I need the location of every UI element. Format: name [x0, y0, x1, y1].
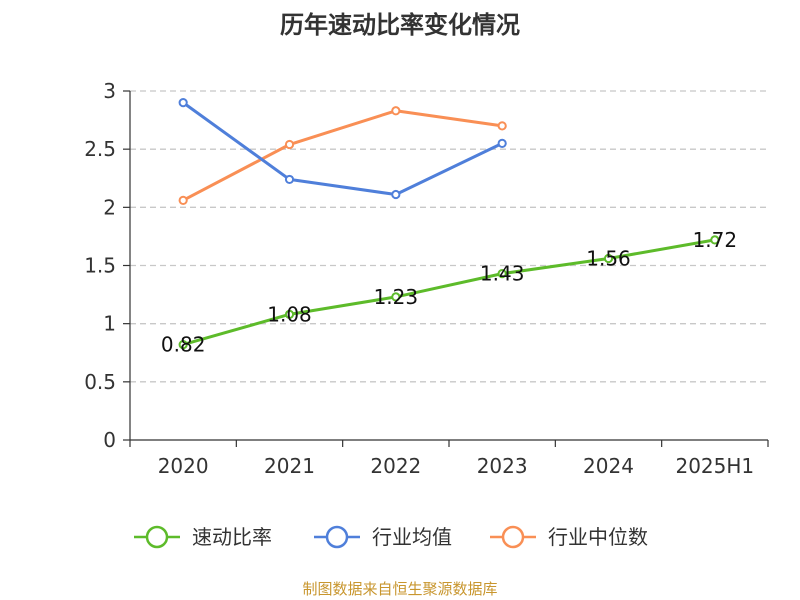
- y-tick-label: 2.5: [84, 137, 116, 161]
- data-label: 1.56: [586, 247, 631, 271]
- legend-item: 行业中位数: [490, 525, 648, 549]
- data-point: [284, 309, 295, 319]
- series-line: [182, 238, 716, 347]
- y-tick-label: 0.5: [84, 370, 116, 394]
- x-tick-label: 2025H1: [675, 454, 754, 478]
- series-line: [182, 109, 503, 202]
- legend-item: 行业均值: [314, 525, 452, 549]
- legend-item: 速动比率: [134, 525, 272, 549]
- legend-label: 行业中位数: [548, 525, 648, 549]
- data-point: [603, 253, 614, 264]
- data-label: 1.23: [374, 285, 419, 309]
- series-layer: [178, 98, 720, 350]
- data-point: [284, 174, 295, 185]
- x-tick-label: 2023: [477, 454, 528, 478]
- data-point: [391, 292, 401, 302]
- data-label: 1.43: [480, 262, 525, 286]
- y-tick-label: 2: [103, 195, 116, 219]
- grid: [130, 90, 768, 383]
- y-tick-label: 0: [103, 428, 116, 452]
- data-point: [497, 269, 507, 279]
- data-point: [391, 106, 401, 116]
- source-note: 制图数据来自恒生聚源数据库: [302, 580, 497, 598]
- series-line: [182, 101, 503, 197]
- data-point: [391, 189, 401, 200]
- legend-label: 速动比率: [192, 525, 272, 549]
- data-label: 1.72: [693, 228, 738, 252]
- legend-marker: [145, 525, 169, 549]
- data-point: [284, 139, 295, 150]
- data-point: [497, 121, 507, 131]
- data-point: [178, 340, 188, 350]
- data-point: [178, 98, 188, 108]
- legend-marker: [501, 525, 525, 549]
- legend-marker: [325, 525, 349, 549]
- data-label: 0.82: [161, 333, 206, 357]
- data-label: 1.08: [267, 302, 312, 326]
- legend-label: 行业均值: [372, 525, 452, 549]
- chart-title: 历年速动比率变化情况: [280, 11, 520, 39]
- data-point: [178, 195, 188, 205]
- data-point: [497, 138, 507, 148]
- axes: 0 0.5 1 1.5 2 2.5 3 2020 2021 2022 2023 2024 2025H1: [84, 79, 769, 478]
- y-tick-label: 3: [103, 79, 116, 103]
- x-tick-label: 2021: [264, 454, 315, 478]
- x-tick-label: 2024: [583, 454, 634, 478]
- x-tick-label: 2020: [158, 454, 209, 478]
- data-point: [710, 235, 720, 245]
- data-labels: 0.82 1.08 1.23 1.43 1.56 1.72: [161, 228, 737, 357]
- y-tick-label: 1.5: [84, 254, 116, 278]
- y-tick-label: 1: [103, 312, 116, 336]
- legend: 速动比率 行业均值 行业中位数: [134, 525, 648, 549]
- x-tick-label: 2022: [370, 454, 421, 478]
